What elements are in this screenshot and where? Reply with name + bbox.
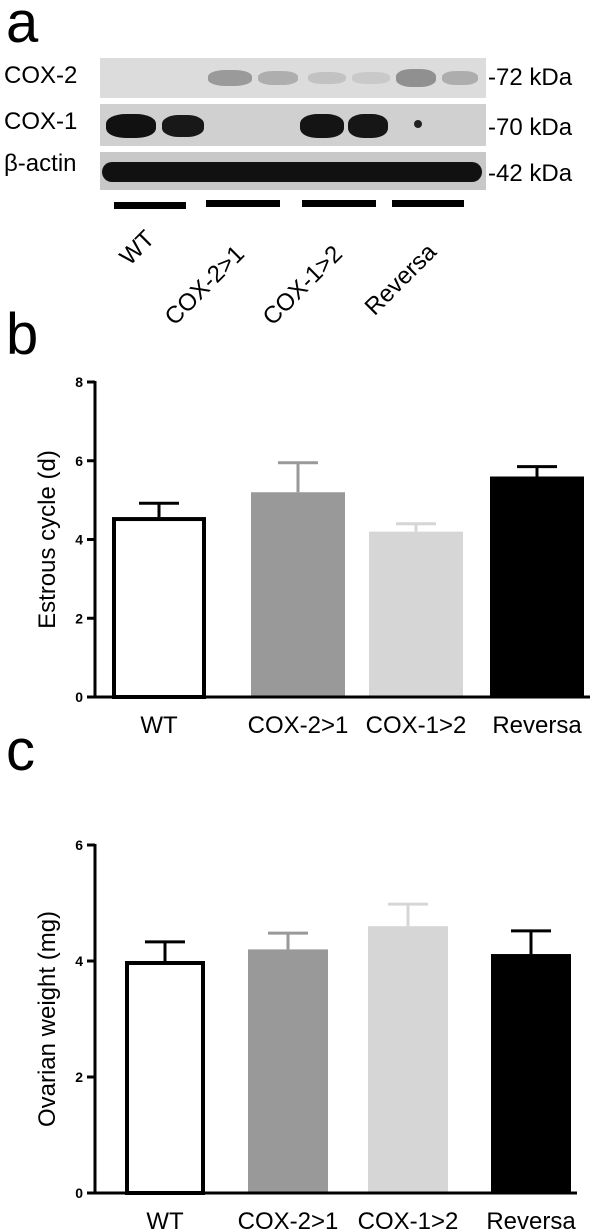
blot-band (102, 162, 482, 182)
lane-bar-wt (114, 202, 186, 209)
blot-row-label-cox2: COX-2 (4, 62, 78, 89)
blot-band (208, 70, 252, 86)
blot-band (258, 71, 298, 85)
ovarian-weight-chart: 0 2 4 6 WT COX-2>1 COX-1>2 Reversa Ovarian weigh… (34, 837, 577, 1230)
lane-bar-cox2-1 (206, 200, 280, 207)
y-axis-label: Ovarian weight (mg) (34, 911, 61, 1127)
blot-strip-cox2 (100, 58, 486, 98)
x-tick-label: COX-2>1 (248, 712, 349, 739)
bar-cox-1-2 (368, 926, 448, 1193)
x-tick-label: Reversa (486, 1208, 576, 1230)
estrous-cycle-chart: 0 2 4 6 8 WT COX-2>1 COX-1>2 Reversa Estrous cycl… (34, 374, 590, 739)
lane-bar-cox1-2 (302, 200, 376, 207)
y-axis-label: Estrous cycle (d) (34, 450, 61, 629)
x-tick-label: Reversa (492, 712, 582, 739)
y-tick-label: 6 (75, 837, 83, 853)
x-tick-label: COX-2>1 (238, 1208, 339, 1230)
x-tick-label: COX-1>2 (358, 1208, 459, 1230)
blot-row-label-cox1: COX-1 (4, 108, 78, 135)
blot-band (348, 114, 388, 138)
blot-band (414, 120, 422, 128)
blot-band (106, 114, 156, 138)
x-tick-label: WT (146, 1208, 184, 1230)
blot-band (308, 72, 346, 84)
bar-reversa (490, 476, 584, 697)
lane-bar-reversa (392, 200, 464, 207)
blot-band (162, 115, 204, 137)
x-tick-label: WT (140, 712, 178, 739)
y-tick-label: 2 (75, 610, 83, 626)
bar-cox-2-1 (248, 949, 328, 1193)
bar-cox-2-1 (251, 492, 345, 697)
y-tick-label: 0 (75, 1185, 83, 1201)
lane-label-cox1-2: COX-1>2 (257, 240, 348, 331)
panel-b-letter: b (6, 302, 39, 367)
y-tick-label: 0 (75, 689, 83, 705)
x-tick-label: COX-1>2 (366, 712, 467, 739)
bar-reversa (491, 954, 571, 1193)
panel-a-letter: a (6, 0, 39, 55)
y-tick-label: 8 (75, 374, 83, 390)
bar-cox-1-2 (369, 531, 463, 697)
bar-wt (112, 517, 206, 699)
bar-wt (125, 961, 205, 1195)
y-tick-label: 4 (75, 532, 83, 548)
blot-band (352, 72, 390, 84)
blot-band (442, 71, 478, 85)
kda-label-actin: -42 kDa (488, 160, 573, 187)
lane-label-cox2-1: COX-2>1 (159, 240, 250, 331)
blot-band (300, 114, 344, 138)
panel-c-letter: c (6, 718, 35, 783)
y-tick-label: 6 (75, 453, 83, 469)
blot-band (396, 69, 436, 87)
y-tick-label: 4 (75, 953, 83, 969)
lane-label-wt: WT (114, 225, 161, 271)
kda-label-cox1: -70 kDa (488, 114, 573, 141)
blot-row-label-actin: β-actin (4, 150, 77, 177)
kda-label-cox2: -72 kDa (488, 64, 573, 91)
lane-label-reversa: Reversa (359, 238, 442, 321)
y-tick-label: 2 (75, 1069, 83, 1085)
blot-strip-actin (100, 152, 486, 190)
blot-strip-cox1 (100, 104, 486, 146)
